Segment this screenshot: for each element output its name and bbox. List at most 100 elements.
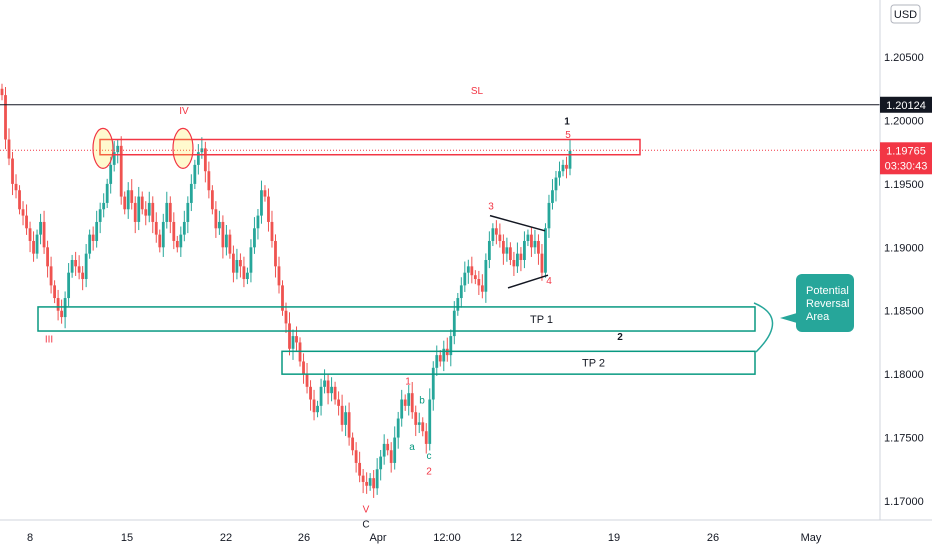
candle-body	[161, 221, 165, 248]
candle-body	[470, 266, 474, 276]
candle	[494, 220, 498, 245]
sl-price-value: 1.20124	[886, 100, 926, 112]
candle-body	[224, 234, 228, 248]
candle-body	[438, 355, 442, 362]
candle	[130, 179, 134, 210]
candle	[565, 156, 568, 179]
candle	[291, 329, 295, 360]
y-tick-label: 1.17000	[884, 496, 924, 508]
candle-body	[516, 253, 519, 267]
candle-body	[428, 399, 432, 444]
candle	[207, 161, 211, 199]
candle	[491, 223, 495, 247]
candle-body	[386, 443, 390, 451]
candle	[165, 191, 169, 229]
candle	[112, 141, 116, 172]
candle-body	[547, 202, 551, 229]
sl-price-tag: 1.20124	[880, 96, 932, 113]
candle-body	[484, 260, 488, 292]
candle-body	[228, 234, 232, 254]
candle-body	[144, 209, 148, 216]
x-tick-label: 15	[121, 532, 133, 544]
x-tick-label: 12	[510, 532, 522, 544]
candle	[382, 434, 386, 465]
tp1-zone-label: TP 1	[530, 314, 553, 326]
candle-body	[375, 469, 379, 489]
x-tick-label: 26	[707, 532, 719, 544]
candle	[119, 136, 123, 205]
candle	[417, 412, 421, 433]
candle-body	[449, 336, 453, 356]
candle-body	[414, 412, 418, 425]
candle-body	[393, 437, 397, 463]
candle-body	[368, 478, 372, 486]
candle	[508, 242, 512, 266]
candle	[154, 212, 158, 243]
candle-body	[544, 228, 547, 273]
candle	[81, 266, 85, 291]
candle-body	[256, 215, 260, 229]
candle	[361, 469, 365, 494]
candle-body	[67, 272, 71, 299]
candle-body	[302, 361, 305, 375]
currency-label: USD	[894, 9, 917, 21]
candle-body	[466, 266, 470, 273]
candle	[368, 473, 372, 491]
candle	[319, 378, 323, 416]
callout-box	[796, 274, 854, 332]
candle	[46, 240, 49, 278]
candle-body	[295, 336, 298, 343]
candle-body	[526, 234, 530, 241]
candle-body	[182, 221, 186, 235]
candle-body	[442, 348, 446, 362]
candle	[203, 141, 207, 183]
candle	[379, 449, 383, 481]
wave-label: V	[363, 504, 370, 515]
candle-body	[270, 221, 274, 241]
candle-body	[403, 399, 407, 406]
candle	[144, 201, 148, 226]
candle	[428, 388, 432, 451]
currency-box[interactable]	[890, 4, 921, 24]
candle	[14, 174, 18, 199]
candle-body	[193, 164, 197, 184]
candle	[396, 411, 400, 449]
candle	[365, 472, 369, 494]
candle	[414, 405, 418, 437]
candle-body	[501, 240, 505, 254]
candle	[172, 212, 176, 250]
x-tick-label: 26	[298, 532, 310, 544]
price-axis[interactable]: 1.17000 1.17500 1.18000 1.18500 1.19000 1.195…	[884, 52, 924, 508]
candle	[435, 345, 439, 376]
candle	[477, 270, 481, 296]
candle	[221, 215, 225, 259]
candle-body	[119, 145, 123, 197]
candle-body	[333, 386, 337, 400]
candle	[442, 340, 446, 372]
candle	[182, 210, 186, 242]
candle	[424, 423, 428, 454]
candle	[175, 235, 179, 253]
candle	[193, 159, 197, 189]
candle-body	[140, 196, 144, 210]
candle	[49, 256, 53, 294]
x-tick-label: 19	[608, 532, 620, 544]
candle-body	[358, 462, 362, 476]
candle-body	[91, 234, 95, 241]
candle-body	[123, 196, 127, 210]
candle-body	[361, 475, 365, 482]
candle	[526, 229, 530, 247]
candle	[84, 244, 88, 288]
x-tick-label: 22	[220, 532, 232, 544]
candle	[126, 182, 130, 219]
candle	[32, 231, 35, 262]
candle-body	[46, 247, 49, 267]
candle	[561, 159, 565, 177]
candle-body	[435, 355, 439, 368]
candle-body	[372, 478, 376, 489]
candle-body	[354, 450, 358, 463]
time-axis[interactable]: 8 15 22 26 Apr 12:00 12 19 26 May	[27, 532, 822, 544]
candle-body	[105, 183, 109, 203]
candle-body	[274, 240, 277, 267]
